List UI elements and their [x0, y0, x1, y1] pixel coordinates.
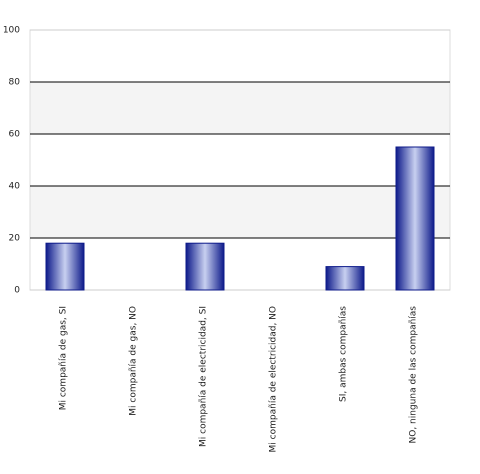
bar: [395, 146, 435, 291]
x-tick-label: Mi compañía de electricidad, SI: [199, 306, 209, 447]
plot-border: [29, 29, 451, 291]
y-tick-label: 40: [9, 182, 21, 192]
y-tick-label: 100: [3, 26, 20, 36]
x-tick-label: NO, ninguna de las compañías: [409, 306, 419, 444]
y-tick-label: 20: [9, 234, 21, 244]
plot-band: [30, 186, 450, 238]
bar: [325, 266, 365, 291]
bar: [45, 242, 85, 291]
x-tick-label: Mi compañía de gas, NO: [129, 306, 139, 416]
x-tick-label: Mi compañía de gas, SI: [59, 306, 69, 410]
x-tick-label: Mi compañía de electricidad, NO: [269, 306, 279, 452]
plot-band: [30, 82, 450, 134]
bar: [185, 242, 225, 291]
y-tick-label: 80: [9, 78, 21, 88]
y-tick-label: 0: [14, 286, 20, 296]
y-tick-label: 60: [9, 130, 21, 140]
x-tick-label: SI, ambas compañías: [339, 306, 349, 402]
